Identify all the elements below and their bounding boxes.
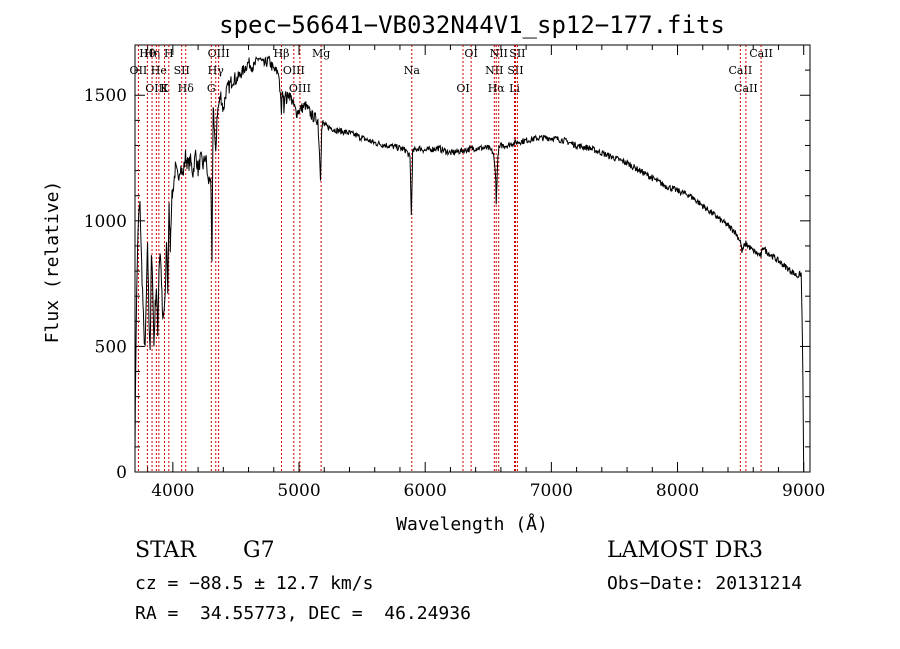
x-tick-label: 9000 <box>782 481 825 501</box>
line-marker-label: Hδ <box>178 82 195 95</box>
line-marker-label: Mg <box>312 47 330 60</box>
line-marker-label: H <box>164 47 174 60</box>
x-tick-label: 5000 <box>277 481 320 501</box>
coordinates: RA = 34.55773, DEC = 46.24936 <box>135 603 471 624</box>
x-tick-label: 8000 <box>656 481 699 501</box>
plot-area: 4000 5000 6000 7000 8000 9000050010001500HθOI… <box>84 44 825 501</box>
object-class: STAR <box>135 538 196 563</box>
line-marker-label: Na <box>404 64 421 77</box>
y-tick-label: 1500 <box>84 86 127 106</box>
line-marker-label: He <box>151 64 167 77</box>
line-marker-label: OIII <box>283 64 305 77</box>
line-marker-label: CaII <box>734 82 758 95</box>
x-tick-label: 7000 <box>530 481 573 501</box>
line-marker-label: Li <box>509 82 520 95</box>
survey-name: LAMOST DR3 <box>607 538 763 563</box>
obs-date: Obs−Date: 20131214 <box>607 573 803 594</box>
line-marker-label: Hβ <box>274 47 290 60</box>
line-marker-label: SII <box>507 64 523 77</box>
y-tick-label: 1000 <box>84 212 127 232</box>
line-marker-label: CaII <box>749 47 773 60</box>
spectrum-line <box>134 55 805 473</box>
object-subclass: G7 <box>243 538 275 563</box>
line-marker-label: SII <box>509 47 525 60</box>
line-marker-label: OII <box>130 64 148 77</box>
line-marker-label: OI <box>464 47 477 60</box>
line-marker-label: NII <box>485 64 503 77</box>
line-marker-label: SII <box>174 64 190 77</box>
line-marker-label: CaII <box>729 64 753 77</box>
redshift-readout: cz = −88.5 ± 12.7 km/s <box>135 573 374 594</box>
y-tick-label: 0 <box>116 463 127 483</box>
plot-frame <box>134 44 811 473</box>
line-marker-label: K <box>160 82 169 95</box>
line-marker-label: OIII <box>208 47 230 60</box>
line-marker-label: NII <box>490 47 508 60</box>
line-marker-label: Hη <box>144 47 160 60</box>
chart-title: spec−56641−VB032N44V1_sp12−177.fits <box>219 11 725 39</box>
x-tick-label: 4000 <box>151 481 194 501</box>
line-marker-label: OIII <box>145 82 167 95</box>
line-marker-label: Hα <box>488 82 506 95</box>
y-axis-label: Flux (relative) <box>42 181 63 344</box>
y-tick-label: 500 <box>95 337 127 357</box>
line-marker-label: OIII <box>289 82 311 95</box>
x-tick-label: 6000 <box>404 481 447 501</box>
line-marker-label: G <box>207 82 216 95</box>
x-axis-label: Wavelength (Å) <box>396 513 548 535</box>
line-marker-label: Hγ <box>208 64 225 77</box>
line-marker-label: OI <box>456 82 469 95</box>
